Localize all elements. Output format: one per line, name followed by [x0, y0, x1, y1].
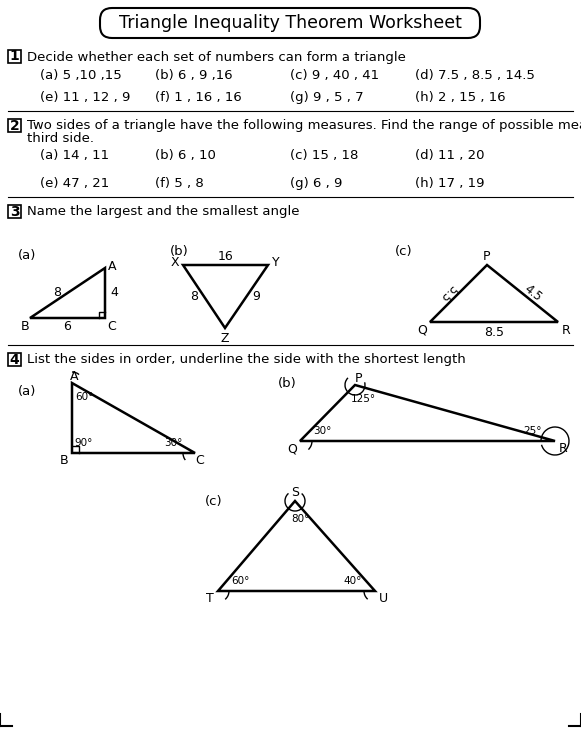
Text: 80°: 80°	[291, 514, 309, 524]
Text: Q: Q	[417, 324, 427, 336]
Text: 8.5: 8.5	[484, 325, 504, 338]
Text: C: C	[196, 455, 205, 468]
Text: P: P	[354, 371, 362, 385]
Text: (b): (b)	[170, 246, 189, 259]
Text: Decide whether each set of numbers can form a triangle: Decide whether each set of numbers can f…	[27, 50, 406, 64]
Text: (f) 5 , 8: (f) 5 , 8	[155, 176, 204, 189]
Text: (g) 9 , 5 , 7: (g) 9 , 5 , 7	[290, 91, 364, 104]
Text: 1: 1	[10, 50, 19, 64]
Text: S: S	[291, 487, 299, 499]
Text: 25°: 25°	[523, 426, 542, 436]
Text: 4.5: 4.5	[521, 283, 544, 304]
Text: Z: Z	[221, 331, 229, 344]
Text: 125°: 125°	[350, 394, 375, 404]
Text: Y: Y	[272, 257, 280, 270]
Text: 5.5: 5.5	[437, 282, 460, 305]
Text: Name the largest and the smallest angle: Name the largest and the smallest angle	[27, 205, 299, 219]
Text: 90°: 90°	[75, 438, 93, 448]
Text: (c): (c)	[205, 494, 223, 507]
Text: T: T	[206, 593, 214, 605]
Text: 60°: 60°	[231, 576, 249, 586]
Text: 16: 16	[218, 251, 234, 263]
Text: (d) 11 , 20: (d) 11 , 20	[415, 148, 485, 162]
Text: (d) 7.5 , 8.5 , 14.5: (d) 7.5 , 8.5 , 14.5	[415, 69, 535, 81]
Text: (e) 11 , 12 , 9: (e) 11 , 12 , 9	[40, 91, 130, 104]
Text: Q: Q	[287, 442, 297, 455]
FancyBboxPatch shape	[8, 119, 21, 132]
Text: (e) 47 , 21: (e) 47 , 21	[40, 176, 109, 189]
Text: (b) 6 , 9 ,16: (b) 6 , 9 ,16	[155, 69, 232, 81]
Text: 40°: 40°	[344, 576, 362, 586]
Text: P: P	[483, 251, 491, 263]
Text: 4: 4	[10, 352, 19, 366]
Text: (b) 6 , 10: (b) 6 , 10	[155, 148, 216, 162]
Text: (c): (c)	[395, 246, 413, 259]
Text: 2: 2	[10, 118, 19, 132]
Text: 8: 8	[190, 290, 198, 303]
Text: (a) 5 ,10 ,15: (a) 5 ,10 ,15	[40, 69, 122, 81]
FancyBboxPatch shape	[8, 205, 21, 218]
Text: (g) 6 , 9: (g) 6 , 9	[290, 176, 342, 189]
Text: (h) 2 , 15 , 16: (h) 2 , 15 , 16	[415, 91, 505, 104]
Text: third side.: third side.	[27, 132, 94, 145]
Text: 8: 8	[53, 287, 62, 300]
Text: 30°: 30°	[313, 426, 331, 436]
Text: (a): (a)	[18, 385, 37, 398]
Text: A: A	[70, 369, 78, 382]
Text: C: C	[107, 319, 116, 333]
Text: 3: 3	[10, 205, 19, 219]
Text: 30°: 30°	[164, 438, 182, 448]
Text: (a) 14 , 11: (a) 14 , 11	[40, 148, 109, 162]
Text: U: U	[378, 593, 388, 605]
Text: R: R	[558, 442, 568, 455]
Text: Two sides of a triangle have the following measures. Find the range of possible : Two sides of a triangle have the followi…	[27, 119, 581, 132]
Text: 4: 4	[110, 287, 118, 300]
Text: List the sides in order, underline the side with the shortest length: List the sides in order, underline the s…	[27, 354, 466, 366]
Text: Triangle Inequality Theorem Worksheet: Triangle Inequality Theorem Worksheet	[119, 14, 461, 32]
Text: (f) 1 , 16 , 16: (f) 1 , 16 , 16	[155, 91, 242, 104]
Text: 9: 9	[253, 290, 260, 303]
Text: X: X	[171, 257, 180, 270]
Text: A: A	[107, 260, 116, 273]
FancyBboxPatch shape	[100, 8, 480, 38]
Text: R: R	[562, 324, 571, 336]
Text: (a): (a)	[18, 249, 37, 262]
Text: (c) 9 , 40 , 41: (c) 9 , 40 , 41	[290, 69, 379, 81]
Text: 60°: 60°	[75, 392, 93, 402]
Text: B: B	[60, 455, 69, 468]
Text: B: B	[21, 319, 29, 333]
Text: (b): (b)	[278, 376, 297, 390]
FancyBboxPatch shape	[8, 50, 21, 63]
Text: (c) 15 , 18: (c) 15 , 18	[290, 148, 358, 162]
Text: 6: 6	[63, 320, 71, 333]
FancyBboxPatch shape	[8, 353, 21, 366]
Text: (h) 17 , 19: (h) 17 , 19	[415, 176, 485, 189]
